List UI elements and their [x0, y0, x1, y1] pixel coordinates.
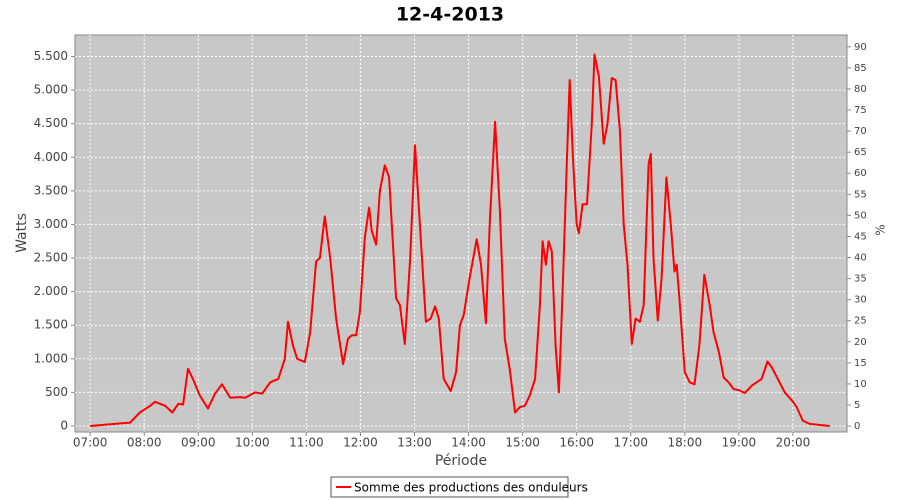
data-line [90, 53, 830, 427]
x-tick-label: 13:00 [397, 436, 432, 450]
y2-tick-label: 25 [854, 316, 867, 327]
y2-tick-label: 40 [854, 253, 867, 264]
y-tick-label: 2.000 [34, 284, 68, 298]
y-axis-label: Watts [14, 213, 30, 253]
y2-tick-label: 75 [854, 105, 867, 116]
y2-tick-label: 45 [854, 231, 867, 242]
y2-tick-label: 65 [854, 147, 867, 158]
y2-tick-label: 80 [854, 84, 867, 95]
x-tick-label: 10:00 [235, 436, 270, 450]
y-tick-label: 3.000 [34, 217, 68, 231]
y2-tick-label: 15 [854, 358, 867, 369]
y2-axis-label: % [874, 224, 888, 235]
x-tick-label: 16:00 [559, 436, 594, 450]
y-tick-label: 4.500 [34, 116, 68, 130]
chart-title: 12-4-2013 [396, 4, 504, 26]
y2-tick-label: 5 [854, 400, 860, 411]
y-tick-label: 500 [45, 385, 68, 399]
x-tick-label: 12:00 [343, 436, 378, 450]
x-tick-label: 14:00 [451, 436, 486, 450]
x-tick-label: 07:00 [73, 436, 108, 450]
legend-label: Somme des productions des onduleurs [354, 481, 588, 495]
x-tick-label: 19:00 [722, 436, 757, 450]
y-tick-label: 3.500 [34, 183, 68, 197]
x-axis-label: Période [435, 453, 487, 469]
y2-tick-label: 30 [854, 295, 867, 306]
y2-tick-label: 70 [854, 126, 867, 137]
y-tick-label: 5.500 [34, 49, 68, 63]
y2-tick-label: 20 [854, 337, 867, 348]
y2-tick-label: 35 [854, 274, 867, 285]
x-tick-label: 17:00 [613, 436, 648, 450]
y2-tick-label: 0 [854, 421, 860, 432]
x-tick-label: 18:00 [668, 436, 703, 450]
y-tick-label: 5.000 [34, 83, 68, 97]
legend [330, 476, 569, 498]
y2-tick-label: 10 [854, 379, 867, 390]
x-tick-label: 08:00 [127, 436, 162, 450]
x-tick-label: 15:00 [505, 436, 540, 450]
y2-tick-label: 55 [854, 189, 867, 200]
y2-tick-label: 85 [854, 63, 867, 74]
y-tick-label: 0 [60, 418, 68, 432]
y-tick-label: 1.000 [34, 351, 68, 365]
y-tick-label: 1.500 [34, 318, 68, 332]
x-tick-label: 20:00 [776, 436, 811, 450]
y2-tick-label: 90 [854, 42, 867, 53]
y2-tick-label: 60 [854, 168, 867, 179]
x-tick-label: 11:00 [289, 436, 324, 450]
y2-tick-label: 50 [854, 210, 867, 221]
y-tick-label: 4.000 [34, 150, 68, 164]
x-tick-label: 09:00 [181, 436, 216, 450]
y-tick-label: 2.500 [34, 251, 68, 265]
plot-area [74, 34, 848, 433]
